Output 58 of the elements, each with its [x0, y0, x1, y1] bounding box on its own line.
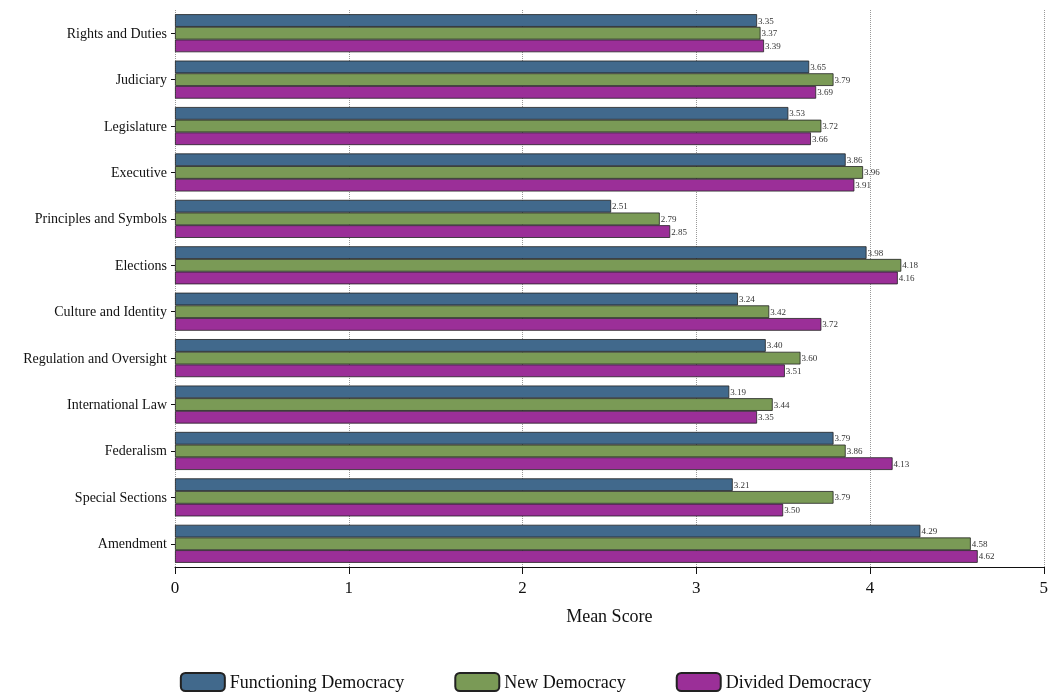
- x-axis-title: Mean Score: [566, 606, 653, 626]
- y-tick-label: International Law: [67, 397, 168, 413]
- x-tick-label: 4: [865, 578, 875, 597]
- x-tick-label: 0: [170, 578, 180, 597]
- data-label: 4.18: [902, 260, 919, 271]
- y-tick-label: Special Sections: [74, 489, 167, 505]
- legend-label: Functioning Democracy: [229, 672, 405, 692]
- y-tick-label: Regulation and Oversight: [23, 350, 168, 366]
- data-label: 4.58: [971, 538, 989, 549]
- data-label: 3.37: [761, 28, 778, 39]
- legend-label: Divided Democracy: [725, 672, 872, 692]
- data-label: 3.72: [822, 121, 839, 132]
- data-label: 3.53: [789, 108, 806, 119]
- data-label: 3.86: [846, 445, 863, 456]
- y-tick-label: Legislature: [104, 118, 167, 134]
- x-tick-label: 2: [518, 578, 527, 597]
- data-label: 3.86: [846, 154, 863, 165]
- data-label: 3.44: [773, 399, 790, 410]
- data-label: 3.96: [864, 167, 881, 178]
- y-tick-label: Culture and Identity: [54, 304, 167, 320]
- data-label: 3.72: [822, 319, 839, 330]
- data-label: 3.42: [770, 306, 786, 317]
- data-label: 3.98: [867, 247, 884, 258]
- data-label: 4.29: [921, 526, 938, 537]
- y-tick-label: Elections: [114, 257, 167, 273]
- y-tick-label: Federalism: [104, 443, 168, 459]
- x-tick-label: 5: [1039, 578, 1048, 597]
- data-label: 3.51: [785, 365, 802, 376]
- data-label: 3.79: [834, 74, 851, 85]
- data-label: 3.66: [811, 133, 829, 144]
- y-tick-label: Executive: [111, 164, 167, 180]
- y-tick-label: Judiciary: [115, 72, 167, 88]
- data-label: 2.85: [671, 226, 688, 237]
- data-label: 3.35: [758, 412, 775, 423]
- data-label: 4.13: [893, 458, 910, 469]
- data-label: 2.79: [660, 213, 678, 224]
- data-label: 3.79: [834, 433, 851, 444]
- y-tick-label: Rights and Duties: [66, 25, 167, 41]
- legend-label: New Democracy: [504, 672, 626, 692]
- data-label: 3.24: [738, 294, 756, 305]
- data-label: 3.79: [834, 492, 851, 503]
- y-tick-label: Amendment: [97, 536, 168, 552]
- data-label: 3.40: [766, 340, 783, 351]
- data-label: 3.39: [765, 40, 782, 51]
- data-label: 4.62: [978, 551, 995, 562]
- data-label: 3.60: [801, 353, 818, 364]
- x-tick-label: 3: [692, 578, 701, 597]
- data-label: 3.21: [733, 479, 750, 490]
- data-label: 2.51: [612, 201, 628, 212]
- data-label: 3.91: [855, 180, 872, 191]
- x-tick-label: 1: [344, 578, 353, 597]
- data-label: 3.65: [810, 61, 827, 72]
- data-label: 3.19: [730, 386, 747, 397]
- data-label: 3.69: [817, 87, 834, 98]
- data-label: 4.16: [898, 272, 916, 283]
- data-label: 3.50: [784, 505, 801, 516]
- data-label: 3.35: [758, 15, 775, 26]
- y-tick-label: Principles and Symbols: [34, 211, 167, 227]
